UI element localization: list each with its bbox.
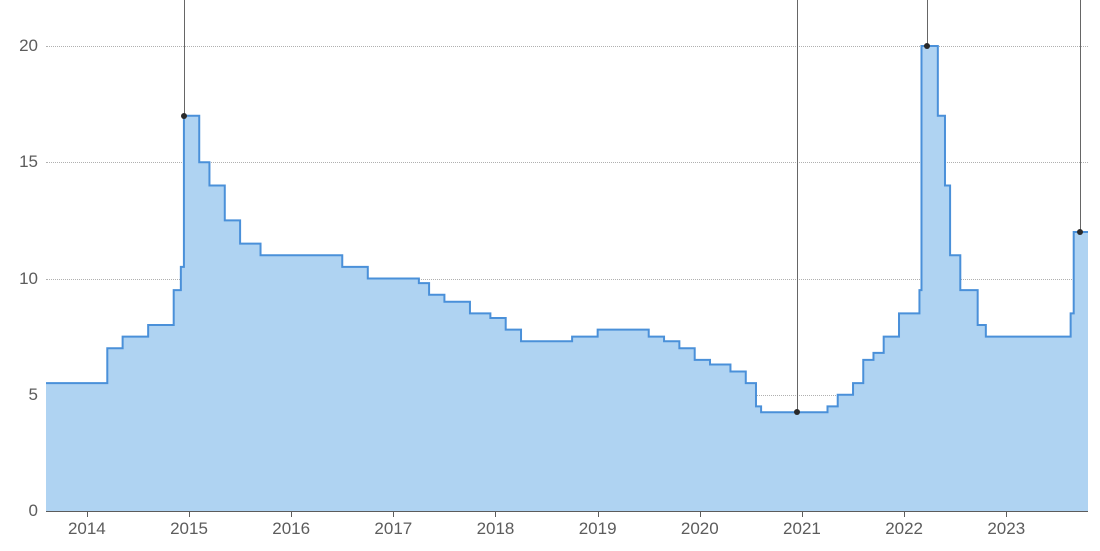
y-tick-label: 10	[8, 269, 38, 289]
x-tick-label: 2020	[681, 519, 719, 539]
x-tick-mark	[802, 511, 803, 517]
annotation-dot	[924, 43, 930, 49]
x-tick-label: 2021	[783, 519, 821, 539]
annotation-dot	[794, 409, 800, 415]
x-tick-mark	[598, 511, 599, 517]
x-tick-mark	[1006, 511, 1007, 517]
area-fill	[46, 46, 1088, 511]
y-tick-label: 5	[8, 385, 38, 405]
x-tick-label: 2018	[477, 519, 515, 539]
x-tick-label: 2023	[987, 519, 1025, 539]
chart-container: 0 5 10 15 20 2014 2015 2016 2017 2018 2019 2020 2021…	[0, 0, 1100, 551]
y-tick-label: 0	[8, 501, 38, 521]
annotation-line	[927, 0, 928, 46]
x-tick-label: 2015	[170, 519, 208, 539]
annotation-dot	[1077, 229, 1083, 235]
x-tick-label: 2016	[272, 519, 310, 539]
y-tick-label: 20	[8, 36, 38, 56]
x-tick-label: 2019	[579, 519, 617, 539]
plot-area: 0510152020142015201620172018201920202021…	[46, 46, 1088, 511]
x-tick-label: 2014	[68, 519, 106, 539]
area-chart	[46, 46, 1088, 511]
x-tick-label: 2017	[374, 519, 412, 539]
x-tick-mark	[904, 511, 905, 517]
x-tick-mark	[700, 511, 701, 517]
x-tick-label: 2022	[885, 519, 923, 539]
annotation-dot	[181, 113, 187, 119]
annotation-line	[184, 0, 185, 116]
x-tick-mark	[495, 511, 496, 517]
x-tick-mark	[189, 511, 190, 517]
x-tick-mark	[87, 511, 88, 517]
annotation-line	[797, 0, 798, 412]
annotation-line	[1080, 0, 1081, 232]
x-tick-mark	[291, 511, 292, 517]
y-tick-label: 15	[8, 152, 38, 172]
x-tick-mark	[393, 511, 394, 517]
